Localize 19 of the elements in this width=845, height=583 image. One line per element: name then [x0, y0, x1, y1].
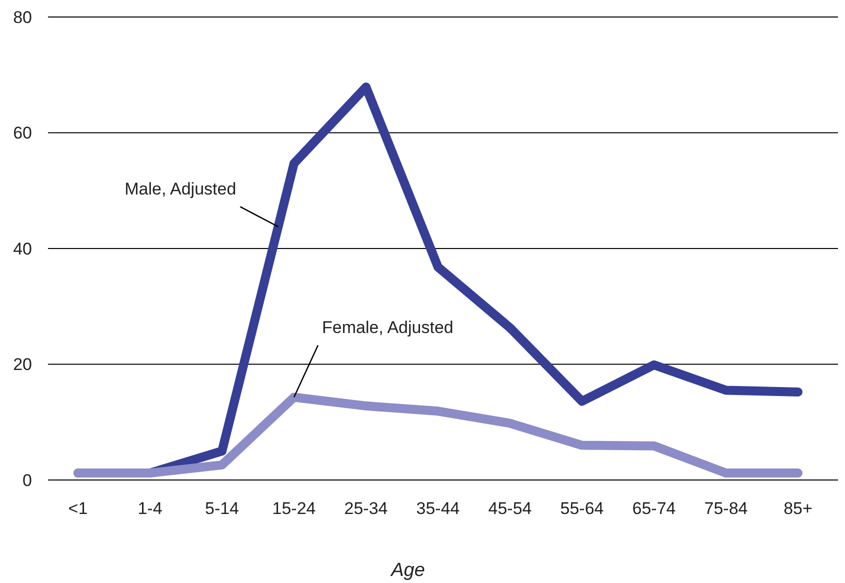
x-axis-title: Age — [390, 560, 425, 581]
x-tick-label: 35-44 — [416, 499, 460, 518]
x-tick-label: 55-64 — [560, 499, 604, 518]
x-tick-label: <1 — [68, 499, 88, 518]
x-tick-label: 75-84 — [704, 499, 748, 518]
text: Female, Adjusted — [322, 318, 454, 338]
x-tick-label: 5-14 — [204, 499, 240, 518]
x-tick-label: 15-24 — [272, 499, 316, 518]
y-tick-label: 60 — [13, 124, 32, 143]
y-tick-label: 40 — [13, 239, 32, 258]
x-tick-label: 45-54 — [488, 499, 532, 518]
y-tick-label: 80 — [13, 8, 32, 27]
x-tick-label: 65-74 — [632, 499, 676, 518]
y-tick-label: 20 — [13, 355, 32, 374]
x-tick-label: 25-34 — [344, 499, 388, 518]
x-tick-label: 1-4 — [138, 499, 162, 518]
x-tick-label: 85+ — [784, 499, 812, 518]
y-tick-label: 0 — [22, 470, 32, 490]
text: Male, Adjusted — [124, 180, 236, 199]
